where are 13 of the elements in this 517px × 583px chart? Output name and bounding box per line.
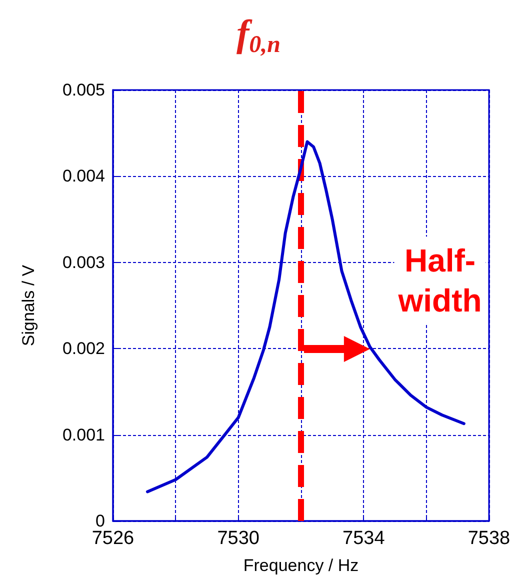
y-tick-label: 0: [96, 512, 105, 530]
y-tick-label: 0.005: [62, 80, 105, 100]
x-tick-label: 7534: [342, 528, 386, 549]
y-tick-label: 0.004: [62, 166, 105, 186]
y-tick-label: 0.003: [62, 252, 105, 272]
x-axis-title: Frequency / Hz: [243, 556, 359, 575]
y-tick-label: 0.002: [62, 339, 105, 358]
x-tick-label: 7530: [217, 528, 260, 549]
y-tick-label: 0.001: [62, 425, 105, 444]
y-axis-title: Signals / V: [19, 264, 38, 346]
annotation: Half-width: [397, 242, 482, 319]
x-tick-label: 7538: [468, 528, 510, 549]
x-tick-label: 7526: [92, 528, 134, 549]
